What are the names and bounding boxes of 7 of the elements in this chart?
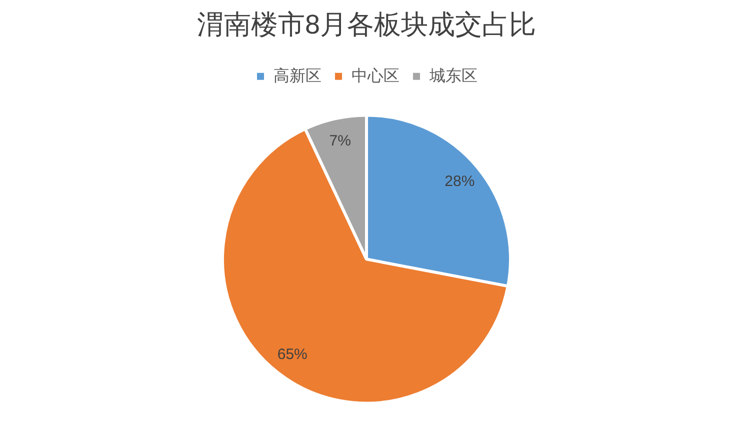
legend-label: 高新区: [274, 66, 322, 85]
data-label: 65%: [277, 346, 308, 363]
chart-title: 渭南楼市8月各板块成交占比: [196, 10, 536, 40]
data-label: 7%: [329, 132, 351, 150]
legend-label: 中心区: [352, 66, 400, 85]
data-label: 28%: [444, 173, 475, 190]
legend-label: 城东区: [428, 66, 478, 85]
